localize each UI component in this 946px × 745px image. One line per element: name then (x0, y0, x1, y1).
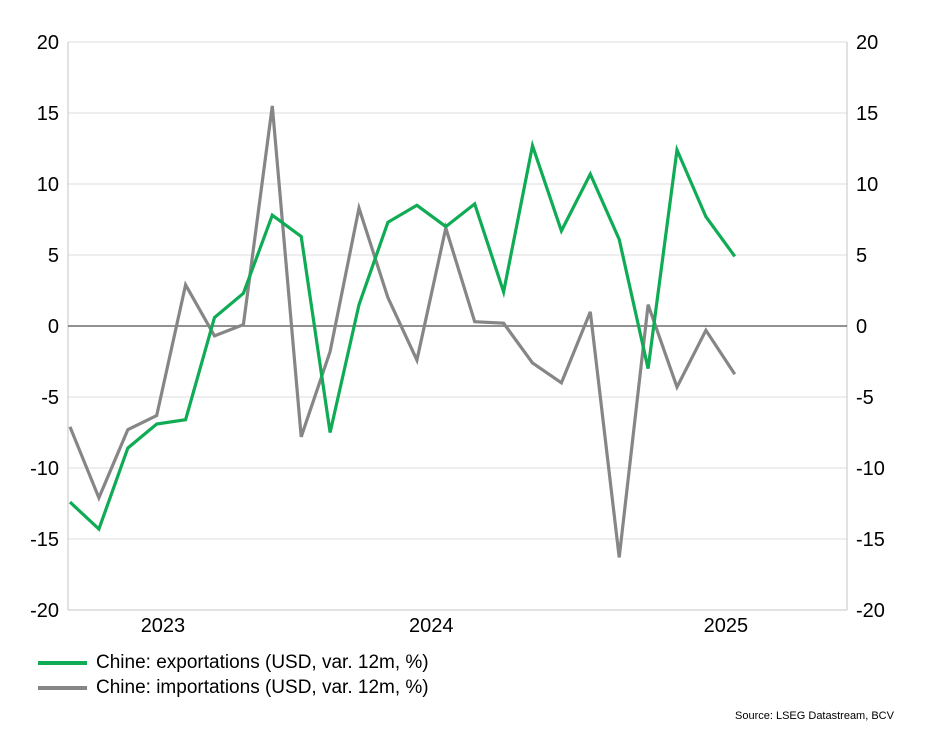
series-line-exportations (68, 139, 737, 532)
legend-item-imports: Chine: importations (USD, var. 12m, %) (38, 675, 429, 700)
y-tick-label-left: -20 (30, 600, 59, 622)
y-tick-label-left: 5 (48, 245, 59, 267)
legend-label-exports: Chine: exportations (USD, var. 12m, %) (96, 651, 429, 673)
y-tick-label-right: -15 (856, 529, 885, 551)
y-tick-label-right: -5 (856, 387, 874, 409)
chart-legend: Chine: exportations (USD, var. 12m, %) C… (38, 650, 429, 700)
imports-line-swatch (38, 685, 87, 690)
y-tick-label-right: 15 (856, 103, 878, 125)
legend-item-exports: Chine: exportations (USD, var. 12m, %) (38, 650, 429, 675)
y-tick-label-right: 5 (856, 245, 867, 267)
y-tick-label-left: 0 (48, 316, 59, 338)
source-note: Source: LSEG Datastream, BCV (735, 710, 894, 722)
x-year-label: 2023 (141, 615, 186, 637)
y-tick-label-right: -20 (856, 600, 885, 622)
y-tick-label-right: 20 (856, 32, 878, 54)
y-tick-label-left: 15 (37, 103, 59, 125)
y-tick-label-left: -5 (41, 387, 59, 409)
x-year-label: 2025 (704, 615, 749, 637)
y-tick-label-left: 20 (37, 32, 59, 54)
exports-line-swatch (38, 660, 87, 665)
y-tick-label-left: -10 (30, 458, 59, 480)
x-year-label: 2024 (409, 615, 454, 637)
legend-label-imports: Chine: importations (USD, var. 12m, %) (96, 676, 429, 698)
y-tick-label-right: 10 (856, 174, 878, 196)
y-tick-label-left: -15 (30, 529, 59, 551)
series-line-importations (68, 105, 737, 558)
y-tick-label-left: 10 (37, 174, 59, 196)
y-tick-label-right: 0 (856, 316, 867, 338)
y-tick-label-right: -10 (856, 458, 885, 480)
